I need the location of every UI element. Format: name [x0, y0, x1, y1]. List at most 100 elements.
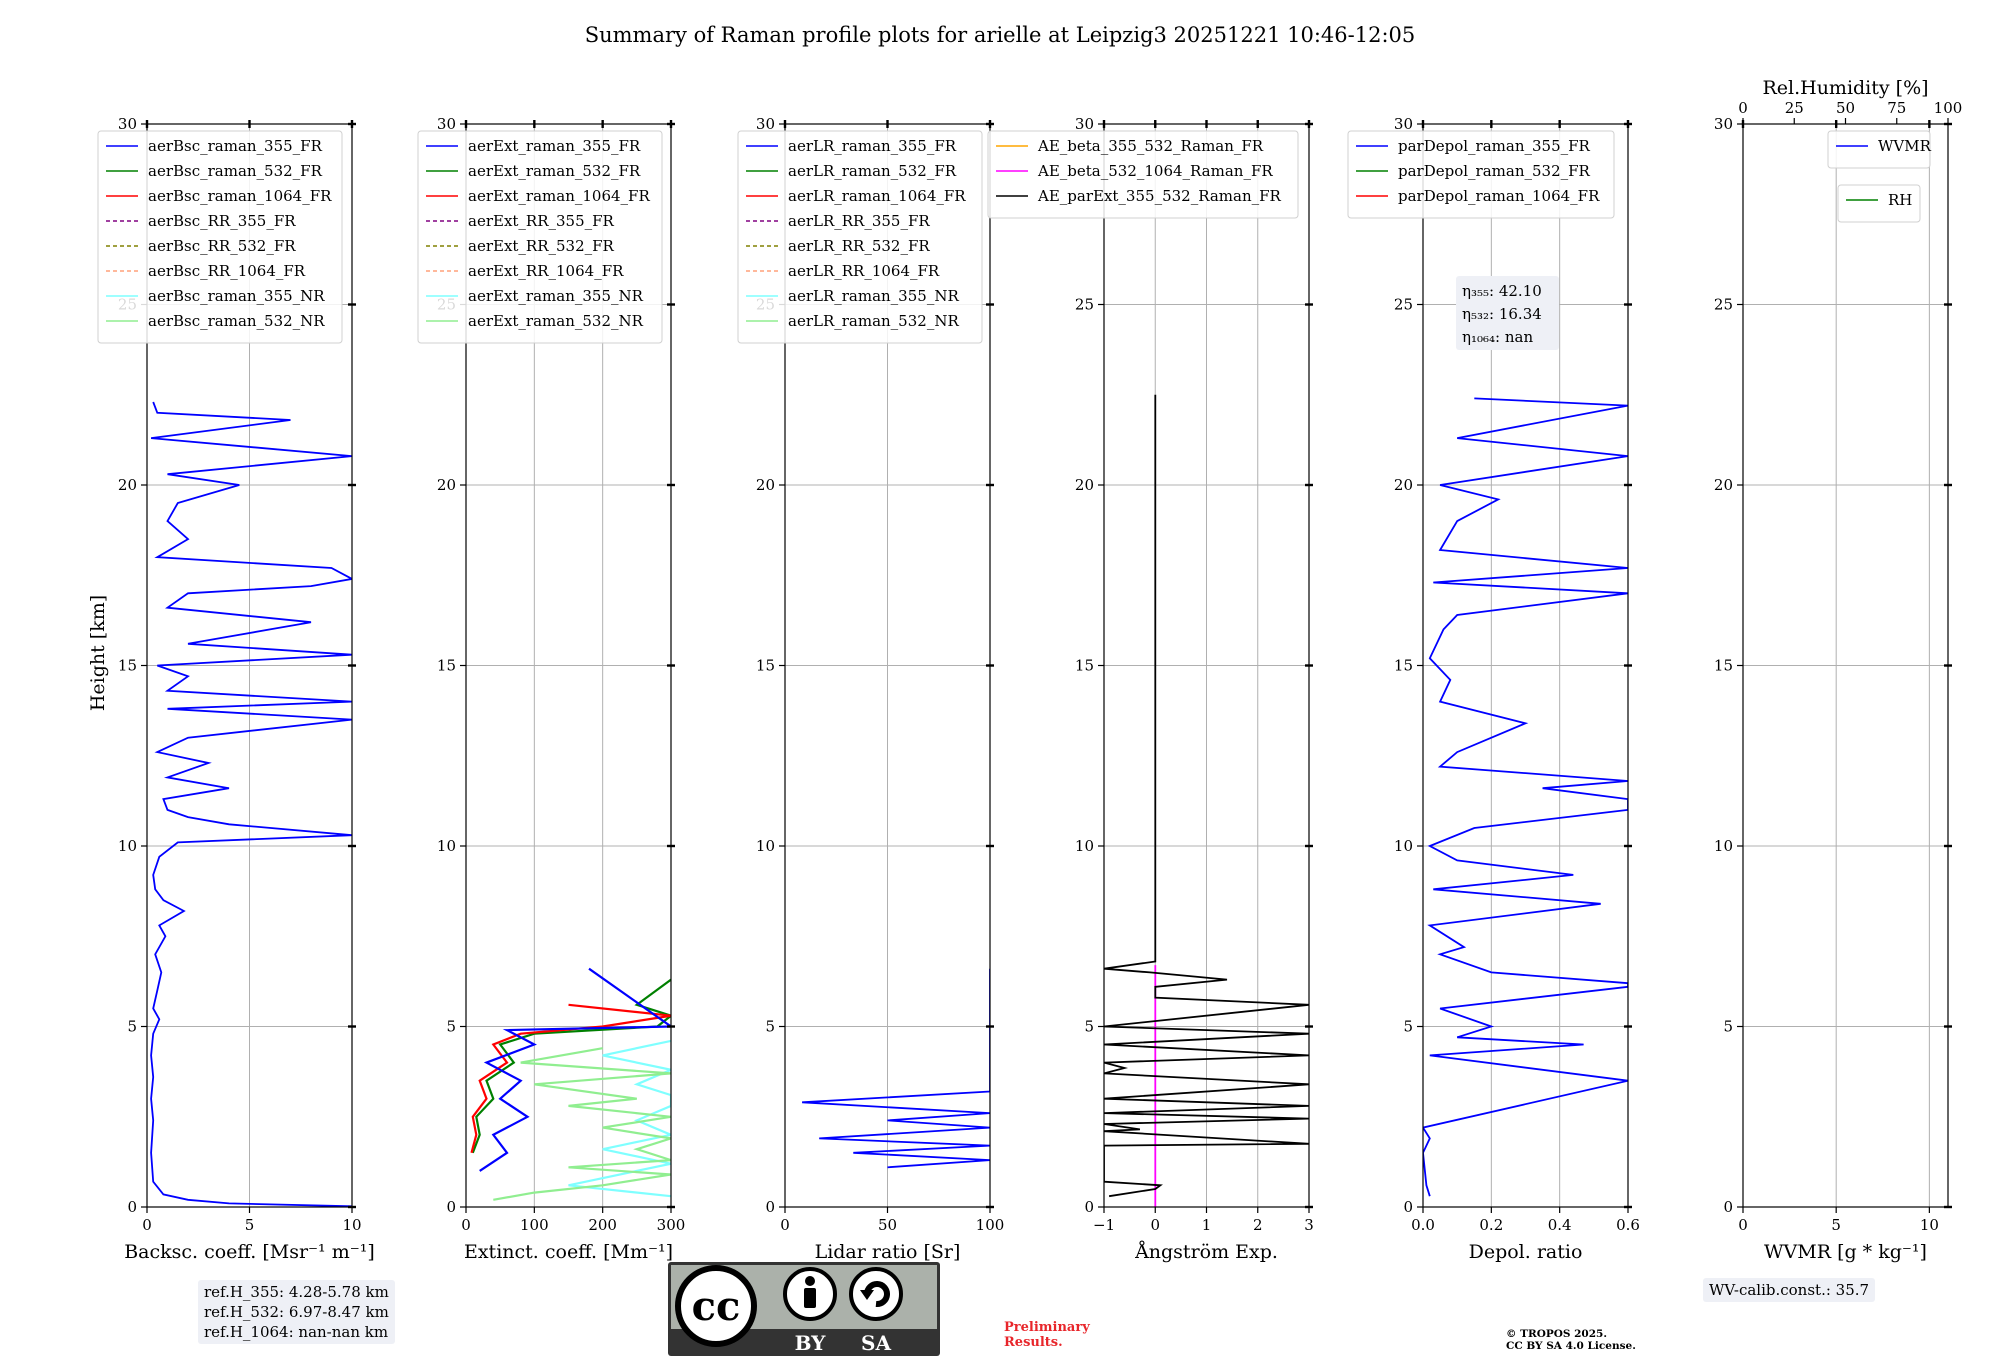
- preliminary-line-2: Results.: [1004, 1335, 1063, 1350]
- panel-bsc: 0510152025300510Backsc. coeff. [Msr⁻¹ m⁻…: [97, 115, 375, 1263]
- legend-label: aerExt_raman_1064_FR: [468, 187, 650, 205]
- legend-box: [737, 130, 983, 344]
- depol-annotation: η₃₅₅: 42.10 η₅₃₂: 16.34 η₁₀₆₄: nan: [1456, 276, 1559, 350]
- y-tick-label: 15: [1394, 657, 1413, 675]
- data-group: [1423, 397, 1628, 1197]
- x-tick-label: 0: [142, 1216, 152, 1234]
- legend-box: [417, 130, 663, 344]
- wv-calib-const: WV-calib.const.: 35.7: [1709, 1281, 1870, 1299]
- top-x-axis-label: Rel.Humidity [%]: [1762, 77, 1928, 99]
- top-x-tick-label: 50: [1836, 99, 1855, 117]
- top-x-tick-label: 0: [1738, 99, 1748, 117]
- legend: aerLR_raman_355_FR aerLR_raman_532_FR aerL…: [737, 130, 983, 344]
- y-tick-label: 30: [118, 115, 137, 133]
- y-tick-label: 0: [765, 1198, 775, 1216]
- series-aerExt_raman_532_NR: [493, 1047, 671, 1201]
- panel-ext: 0510152025300100200300Extinct. coeff. [M…: [417, 115, 685, 1263]
- series-aerExt_raman_1064_FR: [470, 1003, 671, 1154]
- legend-rh: RH: [1837, 184, 1921, 223]
- legend-label: aerBsc_RR_532_FR: [148, 237, 296, 255]
- legend-label: aerExt_raman_532_NR: [468, 312, 644, 330]
- copyright-line-1: © TROPOS 2025.: [1506, 1328, 1608, 1340]
- x-tick-label: 200: [588, 1216, 617, 1234]
- y-tick-label: 10: [1394, 837, 1413, 855]
- y-tick-label: 25: [1394, 296, 1413, 314]
- y-tick-label: 5: [765, 1018, 775, 1036]
- legend-label: aerLR_RR_1064_FR: [788, 262, 940, 280]
- legend-box: [987, 130, 1299, 219]
- x-tick-label: 3: [1304, 1216, 1314, 1234]
- legend-label: aerExt_RR_532_FR: [468, 237, 615, 255]
- y-tick-label: 20: [437, 476, 456, 494]
- ref-height-1064: ref.H_1064: nan-nan km: [204, 1323, 389, 1341]
- top-x-tick-label: 75: [1887, 99, 1906, 117]
- figure-title: Summary of Raman profile plots for ariel…: [585, 23, 1416, 47]
- legend-box: [1837, 184, 1921, 223]
- x-tick-label: 5: [1831, 1216, 1841, 1234]
- legend-label: AE_parExt_355_532_Raman_FR: [1037, 187, 1282, 205]
- y-tick-label: 30: [756, 115, 775, 133]
- x-tick-label: 10: [1920, 1216, 1939, 1234]
- cc-logo-text: cc: [692, 1283, 741, 1330]
- x-tick-label: −1: [1093, 1216, 1115, 1234]
- y-tick-label: 5: [127, 1018, 137, 1036]
- y-tick-label: 20: [1714, 476, 1733, 494]
- x-tick-label: 100: [976, 1216, 1005, 1234]
- series-AE_parExt_355_532_Raman_FR: [1104, 394, 1309, 1198]
- y-tick-label: 0: [1403, 1198, 1413, 1216]
- legend: parDepol_raman_355_FR parDepol_raman_532_…: [1347, 130, 1615, 219]
- legend-label: aerBsc_raman_1064_FR: [148, 187, 332, 205]
- ref-height-355: ref.H_355: 4.28-5.78 km: [204, 1283, 389, 1301]
- legend-label: aerBsc_raman_532_NR: [148, 312, 325, 330]
- x-tick-label: 0.6: [1616, 1216, 1640, 1234]
- legend-label: aerLR_raman_532_NR: [788, 312, 959, 330]
- y-tick-label: 25: [1714, 296, 1733, 314]
- y-tick-label: 30: [437, 115, 456, 133]
- series-aerExt_raman_532_FR: [471, 978, 671, 1154]
- y-axis-label: Height [km]: [87, 595, 109, 711]
- y-tick-label: 15: [756, 657, 775, 675]
- x-tick-label: 0: [780, 1216, 790, 1234]
- legend-label: aerLR_raman_355_NR: [788, 287, 959, 305]
- y-tick-label: 5: [1403, 1018, 1413, 1036]
- x-tick-label: 100: [520, 1216, 549, 1234]
- y-tick-label: 0: [1084, 1198, 1094, 1216]
- series-aerLR_raman_355_FR: [802, 968, 990, 1169]
- y-tick-label: 0: [446, 1198, 456, 1216]
- panel-lr: 051015202530050100Lidar ratio [Sr]aerLR_…: [737, 115, 1005, 1263]
- legend-label: AE_beta_355_532_Raman_FR: [1037, 137, 1264, 155]
- legend: aerExt_raman_355_FR aerExt_raman_532_FRae…: [417, 130, 663, 344]
- legend-label: aerExt_raman_355_FR: [468, 137, 641, 155]
- legend-box: [1827, 130, 1931, 169]
- y-tick-label: 15: [437, 657, 456, 675]
- x-tick-label: 0: [1150, 1216, 1160, 1234]
- data-group: [150, 401, 352, 1207]
- x-tick-label: 50: [878, 1216, 897, 1234]
- y-tick-label: 10: [1075, 837, 1094, 855]
- legend-box: [1347, 130, 1615, 219]
- legend-label: AE_beta_532_1064_Raman_FR: [1037, 162, 1273, 180]
- series-aerBsc_raman_355_FR: [150, 401, 352, 1207]
- legend: WVMR: [1827, 130, 1932, 169]
- y-tick-label: 30: [1714, 115, 1733, 133]
- annotation-line: η₃₅₅: 42.10: [1462, 282, 1542, 300]
- y-tick-label: 20: [1394, 476, 1413, 494]
- x-tick-label: 1: [1202, 1216, 1212, 1234]
- data-group: [1104, 394, 1309, 1207]
- reference-heights-box: ref.H_355: 4.28-5.78 km ref.H_532: 6.97-…: [198, 1280, 395, 1344]
- panel-wv: 0 5 10 15 20 25 30 0 5 10 WVMR [g * kg⁻¹] 0 25 50 75 10…: [1714, 77, 1962, 1263]
- y-tick-label: 5: [446, 1018, 456, 1036]
- legend-label: parDepol_raman_1064_FR: [1398, 187, 1600, 205]
- y-tick-label: 5: [1723, 1018, 1733, 1036]
- x-tick-label: 0: [461, 1216, 471, 1234]
- x-tick-label: 10: [342, 1216, 361, 1234]
- legend-label: aerLR_raman_1064_FR: [788, 187, 966, 205]
- y-tick-label: 10: [756, 837, 775, 855]
- cc-by-sa-badge: cc BY SA: [668, 1262, 940, 1356]
- wv-calib-box: WV-calib.const.: 35.7: [1703, 1278, 1876, 1302]
- y-tick-label: 15: [1714, 657, 1733, 675]
- x-axis-label: Lidar ratio [Sr]: [815, 1241, 961, 1263]
- copyright-line-2: CC BY SA 4.0 License.: [1506, 1340, 1636, 1352]
- legend-label: aerLR_raman_355_FR: [788, 137, 957, 155]
- sa-label: SA: [861, 1331, 891, 1355]
